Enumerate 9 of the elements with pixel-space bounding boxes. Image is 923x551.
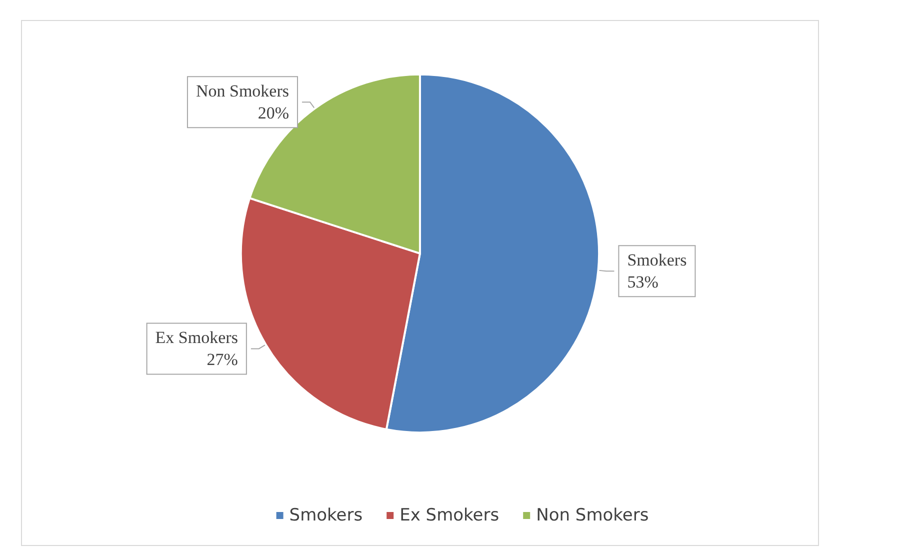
data-label: 20% (258, 104, 290, 123)
legend-label: Non Smokers (536, 506, 649, 526)
data-label: 53% (627, 272, 658, 292)
legend-label: Ex Smokers (400, 506, 500, 526)
data-label: 27% (206, 350, 238, 370)
slice-label: Ex Smokers (155, 328, 238, 348)
slice-label: Non Smokers (196, 82, 290, 101)
legend-label: Smokers (289, 506, 363, 526)
slice-label: Smokers (627, 250, 687, 270)
